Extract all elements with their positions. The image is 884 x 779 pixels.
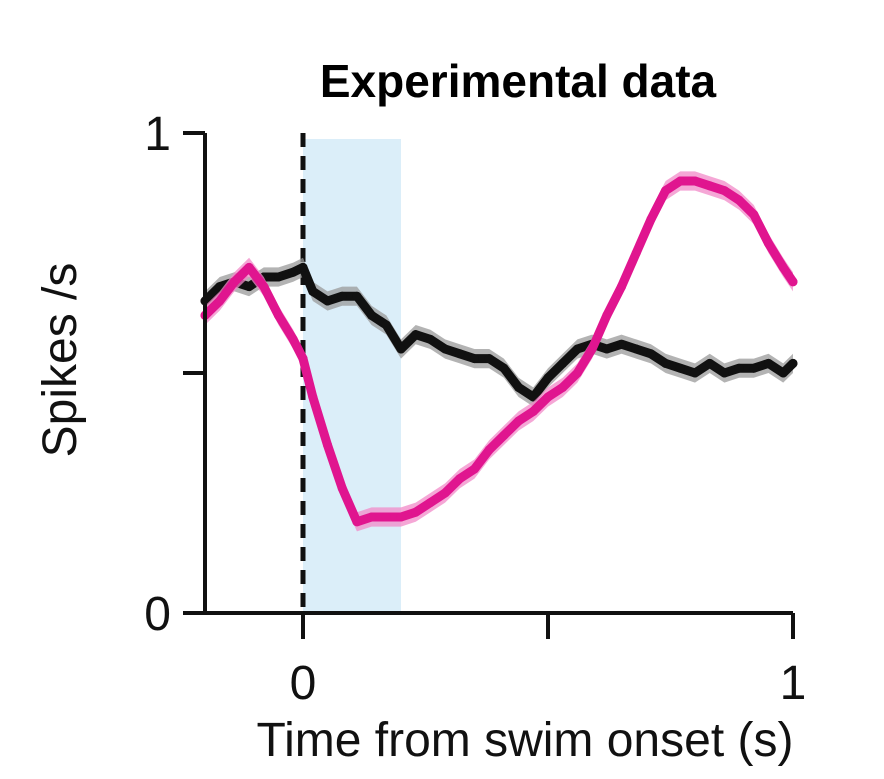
series-1-point	[778, 262, 788, 272]
series-1-point	[455, 474, 465, 484]
series-1-point	[425, 498, 435, 508]
chart-title: Experimental data	[320, 55, 717, 107]
series-0-point	[558, 358, 568, 368]
series-0-point	[528, 392, 538, 402]
series-0-point	[470, 354, 479, 364]
shaded-region	[303, 139, 401, 613]
series-1-point	[367, 512, 377, 522]
series-0-point	[308, 286, 318, 296]
series-0-point	[690, 368, 700, 378]
series-1-point	[788, 277, 798, 287]
series-1-point	[734, 195, 744, 205]
series-0-point	[274, 272, 283, 282]
series-1-point	[646, 214, 656, 224]
series-0-point	[719, 368, 729, 378]
series-1-point	[470, 464, 479, 474]
series-1-point	[308, 392, 318, 402]
series-1-point	[661, 186, 671, 196]
series-1-point	[396, 512, 406, 522]
series-0-point	[705, 358, 715, 368]
series-1-point	[484, 445, 494, 455]
series-0-point	[411, 330, 421, 340]
series-1-point	[381, 512, 391, 522]
series-0-point	[381, 320, 391, 330]
x-tick-label: 0	[290, 657, 317, 710]
series-0-point	[602, 344, 612, 354]
series-1-point	[288, 334, 298, 344]
series-0-point	[543, 373, 553, 383]
x-axis-label: Time from swim onset (s)	[257, 714, 794, 767]
series-1-point	[215, 296, 225, 306]
series-0-point	[514, 382, 524, 392]
series-0-point	[788, 358, 798, 368]
series-0-point	[617, 339, 626, 349]
series-0-point	[734, 363, 744, 373]
series-1-point	[411, 507, 421, 517]
series-1-point	[323, 440, 332, 450]
series-0-point	[675, 363, 685, 373]
series-0-point	[778, 368, 788, 378]
series-0-point	[631, 344, 641, 354]
series-1-point	[587, 344, 597, 354]
series-1-point	[229, 277, 239, 287]
series-0-point	[337, 291, 347, 301]
series-0-point	[396, 344, 406, 354]
y-tick-label: 0	[144, 588, 171, 641]
series-1-point	[719, 186, 729, 196]
series-0-point	[484, 354, 494, 364]
series-1-point	[259, 282, 269, 292]
series-0-point	[661, 358, 671, 368]
plot-area	[200, 133, 798, 613]
series-1-point	[558, 382, 568, 392]
series-1-point	[274, 310, 283, 320]
series-1-point	[499, 430, 509, 440]
series-1-point	[352, 517, 362, 527]
series-1-point	[705, 181, 715, 191]
y-axis-label: Spikes /s	[34, 263, 87, 458]
series-1-point	[690, 176, 700, 186]
series-0-point	[455, 349, 465, 359]
series-1-point	[440, 488, 450, 498]
series-1-point	[749, 210, 759, 220]
x-tick-label: 1	[780, 657, 807, 710]
chart-text: Experimental data Time from swim onset (…	[34, 55, 806, 767]
series-1-point	[244, 262, 254, 272]
series-1-point	[602, 310, 612, 320]
series-1-point	[631, 248, 641, 258]
y-tick-label: 1	[144, 108, 171, 161]
series-0-point	[764, 358, 773, 368]
series-1-point	[617, 282, 626, 292]
series-1-point	[337, 483, 347, 493]
series-1-point	[514, 416, 524, 426]
series-0-point	[352, 291, 362, 301]
series-0-point	[298, 262, 308, 272]
series-1-point	[528, 406, 538, 416]
series-1-point	[764, 238, 773, 248]
series-1-point	[572, 368, 582, 378]
series-0-point	[499, 363, 509, 373]
series-0-point	[749, 363, 759, 373]
series-1-point	[298, 354, 308, 364]
series-0-point	[425, 334, 435, 344]
series-0-point	[440, 344, 450, 354]
series-0-point	[367, 310, 377, 320]
series-0-point	[646, 349, 656, 359]
series-0-point	[244, 282, 254, 292]
series-0-point	[572, 344, 582, 354]
series-1-point	[675, 176, 685, 186]
series-0-point	[323, 296, 332, 306]
series-0-point	[288, 267, 298, 277]
axes	[183, 131, 795, 639]
series-1-point	[543, 392, 553, 402]
